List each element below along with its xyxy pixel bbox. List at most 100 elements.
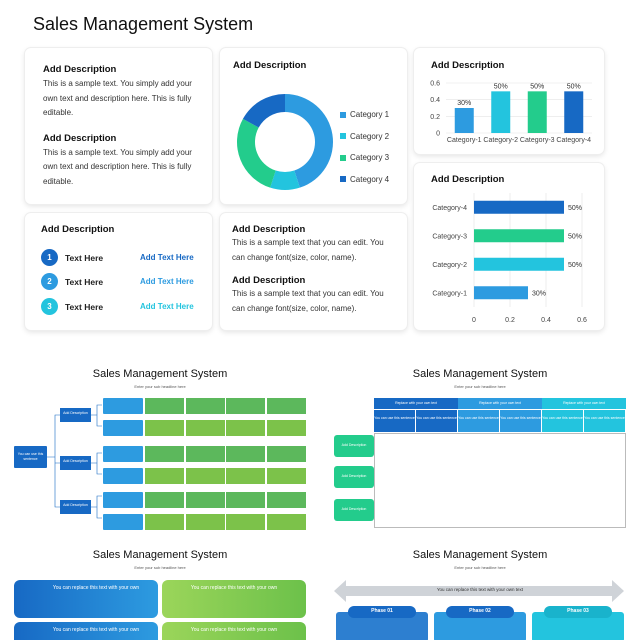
- tree-cell: [226, 398, 265, 414]
- table-subhead-text: You can use this sentence: [584, 416, 625, 420]
- tree-leaf: [103, 398, 143, 414]
- step-number: 2: [41, 273, 58, 290]
- bar-chart: 0 0.2 0.4 0.6 30% Category-1 50% Category-2 50% C…: [430, 81, 592, 144]
- colored-card-heading: You can replace this text with your own: [190, 585, 278, 591]
- table-header-text: Replace with your own text: [395, 401, 437, 405]
- tree-cell: [266, 468, 306, 484]
- bar: [474, 200, 564, 214]
- page-title: Sales Management System: [33, 14, 254, 34]
- legend-label: Category 4: [350, 174, 390, 184]
- tree-cell: [226, 514, 265, 530]
- y-tick-label: 0.6: [430, 81, 440, 88]
- thumbnail-table-slide[interactable]: Sales Management System Enter your sub h…: [320, 358, 640, 538]
- description-block: Add Description This is a sample text. Y…: [43, 64, 194, 121]
- tree-cell: [226, 420, 265, 436]
- y-tick-label: Category-1: [432, 290, 467, 297]
- tree-cell: [185, 446, 225, 462]
- tree-node: Add Description: [60, 408, 91, 422]
- colored-card: You can replace this text with your own: [162, 622, 306, 640]
- legend-label: Category 2: [350, 131, 390, 141]
- tree-node-text: Add Description: [63, 459, 88, 463]
- step-link[interactable]: Add Text Here: [140, 277, 194, 286]
- bar: [474, 229, 564, 243]
- donut-card: Add Description Category 1 Category 2 Ca…: [220, 48, 407, 204]
- description-block: Add Description This is a sample text. Y…: [43, 133, 194, 190]
- table-subhead-text: You can use this sentence: [500, 416, 541, 420]
- table-subhead-text: You can use this sentence: [458, 416, 499, 420]
- table-subhead: You can use this sentence: [500, 410, 541, 432]
- tree-cell: [145, 398, 184, 414]
- legend-item: Category 2: [340, 126, 389, 148]
- donut-slice: [242, 94, 285, 128]
- tree-cell: [185, 514, 225, 530]
- y-tick-label: Category-3: [432, 233, 467, 240]
- step-item: 3 Text Here Add Text Here: [41, 298, 201, 315]
- donut-slice: [237, 118, 276, 188]
- tree-connectors: [47, 404, 102, 519]
- y-tick-label: Category-2: [432, 262, 467, 269]
- tree-cell: [145, 468, 184, 484]
- card-title: Add Description: [233, 60, 307, 71]
- arrow-text: You can replace this text with your own …: [436, 587, 524, 592]
- colored-card-heading: You can replace this text with your own: [52, 585, 140, 591]
- table-subhead-text: You can use this sentence: [374, 416, 415, 420]
- thumb-subtitle: Enter your sub headline here: [134, 565, 186, 570]
- thumbnail-cards-slide[interactable]: Sales Management System Enter your sub h…: [0, 538, 320, 640]
- double-arrow: [334, 580, 624, 602]
- thumbnail-phases-slide[interactable]: Sales Management System Enter your sub h…: [320, 538, 640, 640]
- step-label: Text Here: [65, 276, 104, 287]
- legend-item: Category 1: [340, 104, 389, 126]
- thumb-subtitle: Enter your sub headline here: [134, 384, 186, 389]
- colored-card: You can replace this text with your own: [14, 580, 158, 618]
- data-label: 50%: [568, 205, 582, 212]
- colored-card-heading: You can replace this text with your own: [52, 627, 140, 633]
- card-body: This is a sample text. You simply add yo…: [43, 79, 192, 117]
- bar: [474, 257, 564, 271]
- step-item: 2 Text Here Add Text Here: [41, 273, 201, 290]
- step-link[interactable]: Add Text Here: [140, 253, 194, 262]
- colored-card: You can replace this text with your own: [162, 580, 306, 618]
- tree-cell: [226, 446, 265, 462]
- row-label-text: Add Description: [341, 474, 367, 478]
- x-tick-label: 0: [472, 317, 476, 324]
- row-label: Add Description: [334, 499, 374, 521]
- tree-root-text: You can use this sentence: [17, 452, 44, 461]
- text-card: Add Description This is a sample text th…: [220, 213, 407, 330]
- phase-pill: Phase 01: [348, 606, 416, 618]
- bar: [564, 91, 584, 133]
- tree-leaf: [103, 420, 143, 436]
- table-header-text: Replace with your own text: [563, 401, 605, 405]
- y-tick-label: 0: [436, 131, 440, 138]
- step-link[interactable]: Add Text Here: [140, 302, 194, 311]
- data-label: 50%: [568, 262, 582, 269]
- x-tick-label: Category-4: [556, 137, 591, 144]
- phase-pill: Phase 03: [544, 606, 612, 618]
- data-label: 50%: [530, 83, 544, 90]
- row-label: Add Description: [334, 435, 374, 457]
- bar-chart-card: Add Description 0 0.2 0.4 0.6 30% Category-1 5…: [414, 48, 604, 154]
- card-body: This is a sample text that you can edit.…: [232, 238, 384, 262]
- phase-label: Phase 03: [567, 608, 589, 614]
- phase-label: Phase 01: [371, 608, 393, 614]
- tree-cell: [145, 492, 184, 508]
- tree-cell: [226, 492, 265, 508]
- card-title: Add Description: [431, 60, 505, 71]
- table-header-text: Replace with your own text: [479, 401, 521, 405]
- x-tick-label: 0.6: [577, 317, 587, 324]
- tree-cell: [266, 420, 306, 436]
- table-subheads: You can use this sentence You can use thi…: [374, 410, 626, 432]
- tree-leaf: [103, 492, 143, 508]
- tree-node: Add Description: [60, 500, 91, 514]
- data-label: 50%: [567, 83, 581, 90]
- table-subhead: You can use this sentence: [374, 410, 415, 432]
- thumbnail-tree-slide[interactable]: Sales Management System Enter your sub h…: [0, 358, 320, 538]
- x-tick-label: Category-3: [520, 137, 555, 144]
- hbar-chart-card: Add Description 0 0.2 0.4 0.6 50% Category-4 5…: [414, 163, 604, 330]
- thumb-title: Sales Management System: [412, 368, 548, 380]
- table-subhead: You can use this sentence: [458, 410, 499, 432]
- step-number: 1: [41, 249, 58, 266]
- tree-leaf: [103, 468, 143, 484]
- data-label: 50%: [494, 83, 508, 90]
- donut-slice: [270, 170, 300, 190]
- tree-cell: [266, 514, 306, 530]
